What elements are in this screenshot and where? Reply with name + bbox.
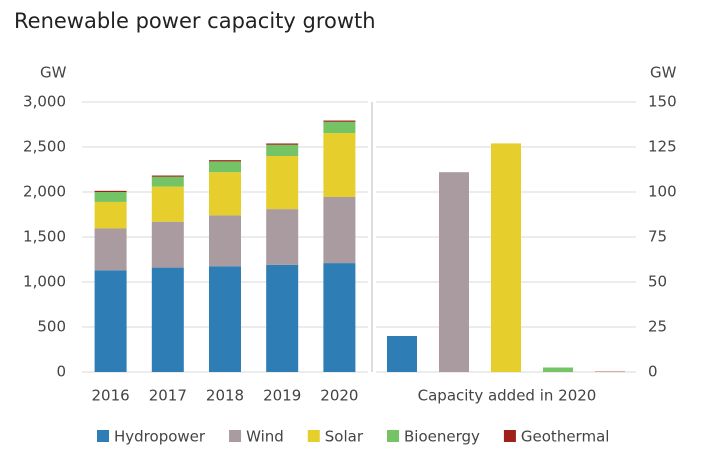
x-tick-label: 2016 <box>92 387 130 405</box>
bar-segment <box>266 156 298 209</box>
y-tick-label: 125 <box>648 138 677 156</box>
bar-segment <box>323 122 355 133</box>
bar <box>387 336 417 372</box>
bar-segment <box>266 265 298 372</box>
y-tick-label: 0 <box>56 363 66 381</box>
legend-swatch <box>308 430 320 442</box>
legend-swatch <box>387 430 399 442</box>
x-tick-label: 2018 <box>206 387 244 405</box>
y-tick-label: 25 <box>648 318 667 336</box>
bar-segment <box>95 192 127 202</box>
legend-label: Hydropower <box>114 428 206 446</box>
bar-segment <box>152 177 184 187</box>
y-tick-label: 0 <box>648 363 658 381</box>
legend-label: Wind <box>246 428 284 446</box>
y-tick-label: 2,500 <box>23 138 66 156</box>
legend-label: Geothermal <box>521 428 610 446</box>
x-tick-label: 2019 <box>263 387 301 405</box>
bar-segment <box>323 263 355 372</box>
x-tick-label: 2020 <box>320 387 358 405</box>
bar <box>543 368 573 373</box>
y2-axis-label: GW <box>650 64 677 82</box>
bar-segment <box>266 209 298 265</box>
y-tick-label: 500 <box>37 318 66 336</box>
legend-label: Solar <box>325 428 364 446</box>
bar-segment <box>95 228 127 270</box>
y-tick-label: 2,000 <box>23 183 66 201</box>
y-tick-label: 1,000 <box>23 273 66 291</box>
bar-segment <box>95 202 127 229</box>
bar-segment <box>209 215 241 266</box>
bar-segment <box>152 187 184 222</box>
x-tick-label: 2017 <box>149 387 187 405</box>
bar-segment <box>95 191 127 192</box>
bar-segment <box>266 143 298 144</box>
bar-segment <box>323 133 355 197</box>
legend-swatch <box>504 430 516 442</box>
legend-swatch <box>97 430 109 442</box>
y-axis-label: GW <box>40 64 67 82</box>
x-axis-label: Capacity added in 2020 <box>418 387 597 405</box>
chart-title: Renewable power capacity growth <box>14 9 376 33</box>
y-tick-label: 75 <box>648 228 667 246</box>
y-tick-label: 50 <box>648 273 667 291</box>
y-tick-label: 100 <box>648 183 677 201</box>
y-tick-label: 1,500 <box>23 228 66 246</box>
bar <box>491 143 521 372</box>
bar-segment <box>152 176 184 177</box>
bar-segment <box>152 222 184 268</box>
bar-segment <box>95 270 127 372</box>
bar-segment <box>209 172 241 215</box>
bar <box>439 172 469 372</box>
bar-segment <box>323 197 355 263</box>
bar-segment <box>209 266 241 372</box>
legend-label: Bioenergy <box>404 428 480 446</box>
y-tick-label: 3,000 <box>23 93 66 111</box>
bar-segment <box>266 145 298 156</box>
bar-segment <box>209 161 241 172</box>
bar-segment <box>152 268 184 372</box>
y-tick-label: 150 <box>648 93 677 111</box>
legend-swatch <box>229 430 241 442</box>
bar-segment <box>209 160 241 161</box>
bar-segment <box>323 121 355 122</box>
